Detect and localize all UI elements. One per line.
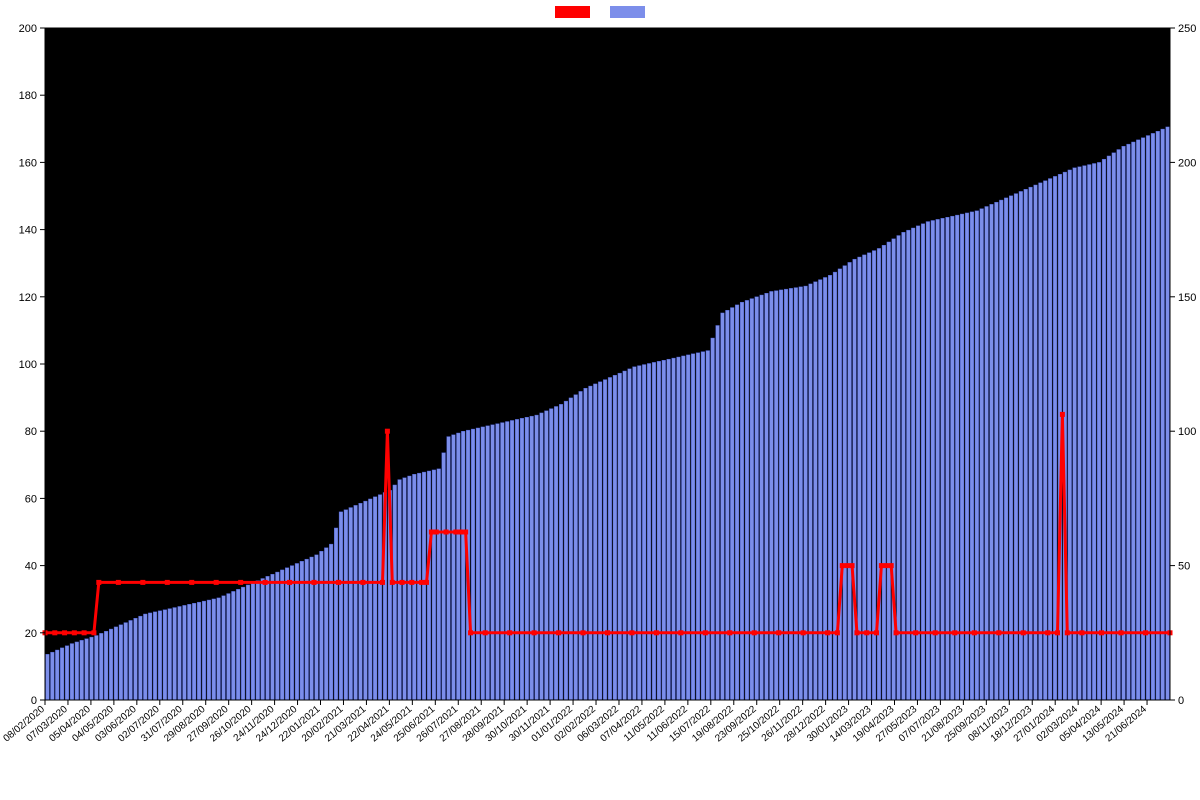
yaxis-right-label: 100 [1178, 426, 1196, 438]
legend-swatch-red [555, 6, 590, 18]
legend [555, 6, 645, 18]
yaxis-right-label: 150 [1178, 292, 1196, 304]
yaxis-right-label: 200 [1178, 157, 1196, 169]
yaxis-left-label: 120 [19, 292, 37, 304]
yaxis-left-label: 200 [19, 23, 37, 35]
yaxis-left-label: 100 [19, 359, 37, 371]
yaxis-left-label: 80 [25, 426, 37, 438]
legend-item-blue [610, 6, 645, 18]
yaxis-right-label: 250 [1178, 23, 1196, 35]
yaxis-left-label: 0 [31, 695, 37, 707]
yaxis-right-label: 0 [1178, 695, 1184, 707]
legend-swatch-blue [610, 6, 645, 18]
yaxis-left-label: 60 [25, 493, 37, 505]
legend-item-red [555, 6, 590, 18]
yaxis-left-label: 20 [25, 628, 37, 640]
yaxis-right-label: 50 [1178, 561, 1190, 573]
yaxis-left-label: 140 [19, 225, 37, 237]
yaxis-left-label: 40 [25, 561, 37, 573]
chart-container: 0 20 40 60 80 100 120 140 160 180 200 0 50 100 150 200 2… [0, 0, 1200, 800]
chart-svg: 0 20 40 60 80 100 120 140 160 180 200 0 50 100 150 200 2… [0, 0, 1200, 800]
yaxis-left-label: 160 [19, 157, 37, 169]
yaxis-left-label: 180 [19, 90, 37, 102]
